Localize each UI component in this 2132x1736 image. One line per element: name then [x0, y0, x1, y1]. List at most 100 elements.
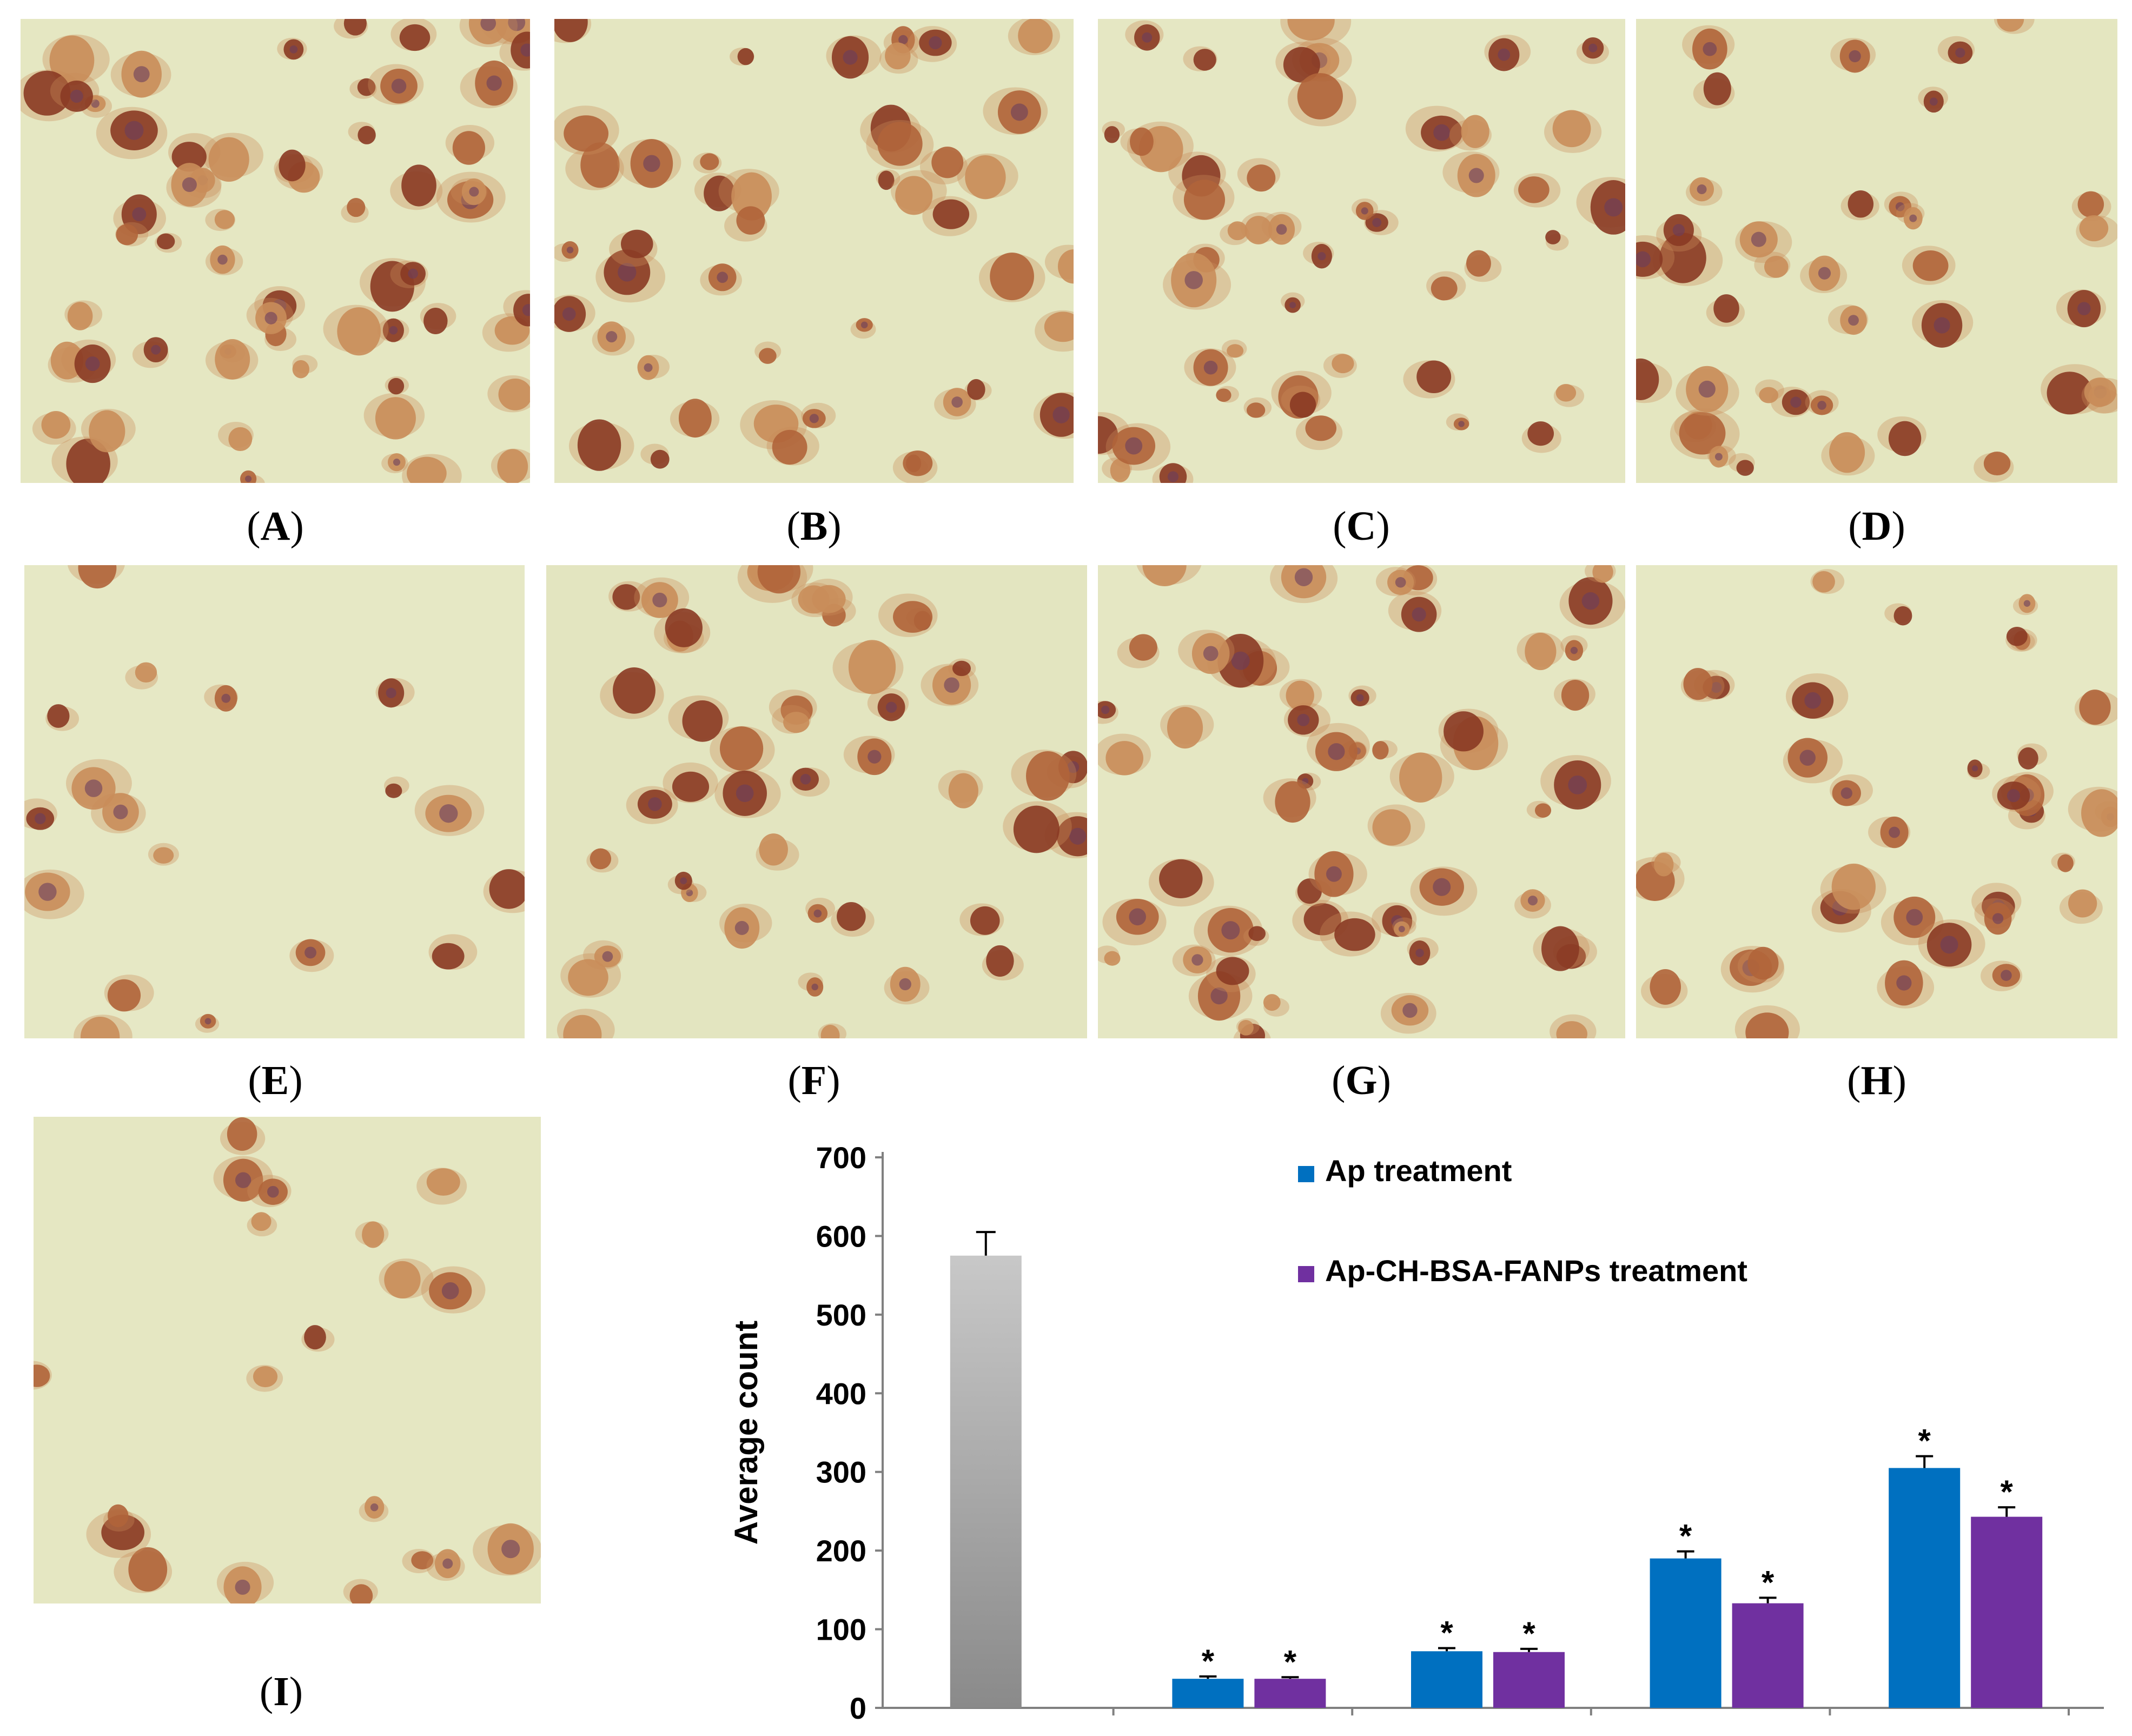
stained-cell	[866, 120, 934, 170]
micrograph-panel-f	[546, 565, 1087, 1038]
stained-cell	[74, 1015, 133, 1038]
stained-cell	[1830, 774, 1873, 806]
stained-cell	[724, 206, 767, 242]
stained-cell	[1206, 956, 1256, 992]
stained-cell	[2087, 385, 2117, 414]
stained-cell	[714, 770, 781, 818]
stained-cell	[1173, 175, 1235, 221]
stained-cell	[1680, 668, 1725, 702]
stained-cell	[1003, 801, 1072, 853]
significance-asterisk: *	[2001, 1474, 2014, 1510]
stained-cell	[1243, 926, 1269, 946]
y-axis-label: Average count	[728, 1321, 764, 1545]
stained-cell	[710, 726, 775, 774]
stained-cell	[982, 945, 1024, 980]
micrograph-d-image	[1636, 19, 2117, 483]
stained-cell	[557, 1009, 615, 1038]
stained-cell	[772, 705, 811, 734]
stained-cell	[1974, 452, 2014, 482]
stained-cell	[878, 593, 938, 637]
stained-cell	[1526, 800, 1552, 819]
stained-cell	[609, 229, 658, 267]
significance-asterisk: *	[1522, 1615, 1535, 1652]
stained-cell	[402, 454, 462, 483]
stained-cell	[390, 19, 437, 51]
stained-cell	[1805, 390, 1839, 415]
micrograph-h-image	[1636, 565, 2117, 1038]
stained-cell	[938, 770, 983, 809]
stained-cell	[1912, 300, 1974, 348]
stained-cell	[1352, 198, 1378, 220]
stained-cell	[341, 198, 369, 223]
stained-cell	[1735, 221, 1792, 263]
bar-ap-treatment	[1889, 1468, 1961, 1708]
stained-cell	[826, 35, 882, 79]
stained-cell	[68, 565, 125, 589]
bar-nanoparticle-treatment	[1493, 1652, 1565, 1708]
micrograph-panel-d	[1636, 19, 2117, 483]
y-tick-label: 100	[816, 1613, 866, 1647]
micrograph-e-image	[24, 565, 525, 1038]
stained-cell	[568, 419, 634, 471]
stained-cell	[91, 793, 146, 834]
stained-cell	[1163, 253, 1231, 310]
stained-cell	[718, 169, 779, 221]
stained-cell	[1884, 603, 1912, 626]
stained-cell	[377, 318, 409, 342]
stained-cell	[349, 78, 377, 99]
stained-cell	[1216, 386, 1239, 403]
stained-cell	[832, 640, 904, 694]
stained-cell	[1270, 565, 1338, 604]
stained-cell	[390, 260, 428, 288]
stained-cell	[343, 1579, 378, 1604]
stained-cell	[957, 153, 1018, 200]
stained-cell	[1279, 679, 1322, 711]
stained-cell	[1896, 203, 1925, 230]
stained-cell	[416, 1168, 467, 1205]
stained-cell	[1372, 740, 1398, 760]
stained-cell	[414, 785, 485, 836]
x-tick-label: IC50	[1207, 1733, 1275, 1736]
y-tick-label: 400	[816, 1376, 866, 1410]
micrograph-panel-i	[34, 1117, 541, 1604]
stained-cell	[1877, 960, 1935, 1009]
stained-cell	[1306, 723, 1370, 771]
stained-cell	[1707, 445, 1736, 468]
stained-cell	[1283, 703, 1330, 737]
stained-cell	[202, 132, 264, 182]
stained-cell	[1008, 19, 1060, 55]
bar-ap-treatment	[1411, 1651, 1482, 1708]
stained-cell	[220, 1117, 266, 1155]
stained-cell	[359, 1496, 389, 1522]
stained-cell	[1221, 339, 1247, 358]
stained-cell	[1641, 969, 1688, 1009]
stained-cell	[1464, 250, 1502, 282]
stained-cell	[919, 147, 968, 184]
stained-cell	[964, 379, 992, 401]
stained-cell	[1011, 750, 1077, 801]
stained-cell	[1044, 244, 1074, 284]
stained-cell	[1544, 110, 1602, 153]
stained-cell	[1771, 387, 1813, 418]
micrograph-panel-b	[554, 19, 1074, 483]
stained-cell	[2051, 852, 2075, 872]
stained-cell	[1651, 851, 1681, 877]
stained-cell	[125, 662, 158, 690]
stained-cell	[292, 355, 318, 379]
stained-cell	[1446, 413, 1469, 431]
micrograph-g-image	[1098, 565, 1625, 1038]
stained-cell	[1367, 804, 1425, 847]
bar-nanoparticle-treatment	[1732, 1603, 1804, 1708]
stained-cell	[96, 107, 168, 160]
stained-cell	[195, 1013, 220, 1033]
stained-cell	[1902, 246, 1956, 285]
micrograph-i-image	[34, 1117, 541, 1604]
stained-cell	[1550, 1014, 1597, 1038]
stained-cell	[554, 19, 592, 43]
stained-cell	[1288, 73, 1356, 127]
stained-cell	[595, 249, 666, 303]
stained-cell	[798, 972, 824, 997]
bar-control	[950, 1255, 1022, 1708]
micrograph-b-image	[554, 19, 1074, 483]
stained-cell	[420, 303, 456, 334]
